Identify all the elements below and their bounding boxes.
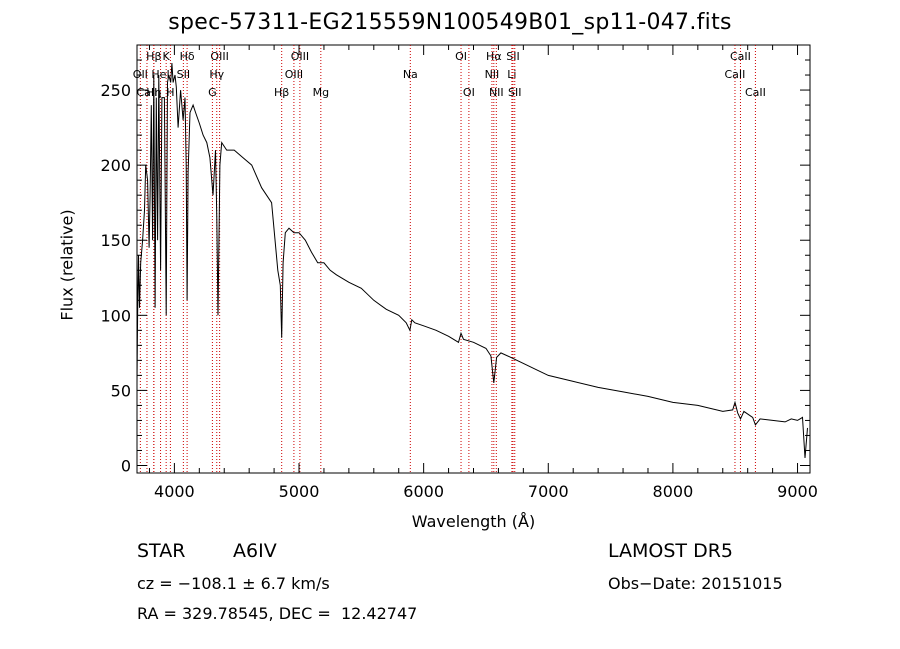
x-tick-label: 5000 [279,482,320,501]
y-tick-label: 200 [100,156,131,175]
line-marker-label: CaII [725,68,746,81]
line-marker-label: CaII [745,86,766,99]
line-marker-label: OIII [291,50,309,63]
y-axis-label: Flux (relative) [57,209,77,321]
line-marker-label: SII [506,50,519,63]
y-tick-label: 150 [100,231,131,250]
line-marker-label: Hβ [146,50,161,63]
line-marker-label: HeI [151,68,169,81]
y-tick-label: 100 [100,306,131,325]
line-marker-label: SII [508,86,521,99]
line-marker-label: K [163,50,171,63]
line-marker-label: OII [133,68,148,81]
chart-title: spec-57311-EG215559N100549B01_sp11-047.f… [168,10,732,35]
survey-label: LAMOST DR5 [608,540,733,562]
x-tick-label: 4000 [154,482,195,501]
line-marker-label: CaII [137,86,158,99]
line-marker-label: Hγ [209,68,224,81]
line-marker-label: CaII [730,50,751,63]
line-marker-label: Hδ [180,50,195,63]
line-marker-label: Mg [313,86,329,99]
redshift-cz: cz = −108.1 ± 6.7 km/s [137,574,330,593]
object-class: STAR [137,540,186,562]
x-tick-label: 6000 [403,482,444,501]
observation-date: Obs−Date: 20151015 [608,574,783,593]
line-marker-label: OIII [210,50,228,63]
plot-frame [136,44,811,474]
line-marker-label: Hβ [274,86,289,99]
x-tick-label: 7000 [528,482,569,501]
line-marker-label: NII [485,68,500,81]
x-tick-label: 9000 [777,482,818,501]
line-marker-label: SII [177,68,190,81]
object-subclass: A6IV [233,540,277,562]
x-axis-label: Wavelength (Å) [411,512,536,531]
y-tick-label: 50 [111,381,131,400]
line-marker-label: OI [455,50,467,63]
line-marker-label: H [166,86,174,99]
line-marker-label: OIII [285,68,303,81]
y-tick-label: 250 [100,81,131,100]
coordinates: RA = 329.78545, DEC = 12.42747 [137,604,418,623]
line-marker-label: OI [463,86,475,99]
spectrum-line [136,62,808,459]
line-marker-label: Na [403,68,418,81]
x-axis-ticks: 4000 5000 6000 7000 8000 9000 [148,45,818,501]
y-axis-ticks: 0 50 100 150 200 250 [100,59,810,475]
line-marker-label: G [208,86,217,99]
line-marker-label: Li [507,68,516,81]
line-marker-label: Hα [486,50,502,63]
line-marker-label: NII [489,86,504,99]
x-tick-label: 8000 [653,482,694,501]
y-tick-label: 0 [121,456,131,475]
